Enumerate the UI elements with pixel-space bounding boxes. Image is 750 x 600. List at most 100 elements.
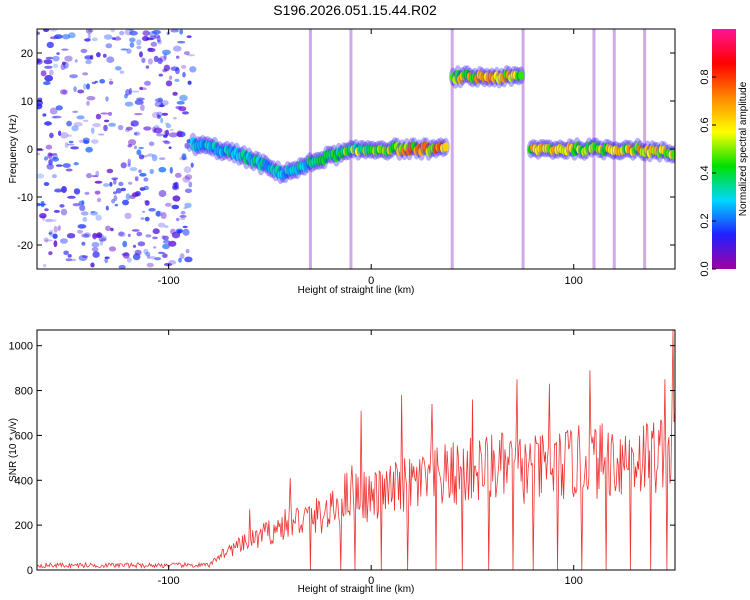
- noise-blob: [190, 162, 194, 168]
- heatmap-xtick-label: 0: [368, 275, 374, 287]
- vertical-streak: [308, 29, 312, 269]
- noise-blob: [180, 217, 186, 221]
- noise-blob: [173, 182, 178, 186]
- noise-blob: [73, 162, 79, 166]
- noise-blob: [90, 211, 98, 216]
- noise-blob: [164, 262, 172, 267]
- noise-blob: [48, 251, 53, 256]
- noise-blob: [43, 156, 49, 161]
- noise-blob: [48, 159, 53, 166]
- noise-blob: [143, 177, 149, 182]
- noise-blob: [128, 139, 137, 146]
- noise-blob: [52, 115, 62, 119]
- noise-blob: [72, 110, 79, 114]
- noise-blob: [156, 111, 163, 118]
- noise-blob: [140, 104, 145, 111]
- noise-blob: [104, 256, 110, 259]
- noise-blob: [74, 59, 78, 63]
- colorbar-tick-label: 0.6: [699, 117, 711, 132]
- noise-blob: [91, 175, 98, 178]
- noise-blob: [134, 99, 144, 105]
- noise-blob: [53, 209, 61, 213]
- noise-blob: [111, 198, 116, 204]
- noise-blob: [136, 149, 142, 156]
- noise-blob: [45, 218, 53, 223]
- noise-blob: [44, 75, 54, 82]
- noise-blob: [52, 233, 58, 239]
- noise-blob: [117, 231, 126, 238]
- noise-blob: [157, 114, 161, 119]
- noise-blob: [110, 29, 115, 33]
- noise-blob: [70, 146, 79, 150]
- noise-blob: [169, 166, 173, 174]
- noise-blob: [86, 96, 96, 101]
- noise-blob: [169, 75, 173, 80]
- noise-blob: [62, 61, 66, 65]
- noise-blob: [165, 129, 170, 137]
- noise-blob: [182, 228, 190, 236]
- noise-blob: [131, 90, 140, 93]
- noise-blob: [86, 83, 90, 90]
- noise-blob: [145, 234, 152, 238]
- noise-blob: [62, 163, 71, 168]
- noise-blob: [82, 72, 89, 76]
- noise-blob: [141, 57, 146, 63]
- noise-blob: [40, 70, 47, 77]
- heatmap-ytick-label: 10: [21, 96, 33, 108]
- noise-blob: [48, 232, 53, 235]
- noise-blob: [172, 195, 181, 202]
- noise-blob: [162, 253, 168, 258]
- noise-blob: [125, 126, 133, 131]
- noise-blob: [152, 228, 160, 235]
- noise-blob: [80, 48, 88, 54]
- noise-blob: [168, 132, 178, 138]
- colorbar-label: Normalized spectral amplitude: [738, 81, 749, 216]
- noise-blob: [172, 91, 178, 96]
- snr-ytick-label: 200: [15, 520, 33, 532]
- noise-blob: [59, 204, 65, 208]
- noise-blob: [128, 181, 133, 185]
- noise-blob: [137, 241, 146, 247]
- heatmap-marks: [37, 29, 675, 269]
- noise-blob: [52, 219, 57, 222]
- noise-blob: [115, 187, 122, 194]
- heatmap-ytick-label: -10: [17, 192, 33, 204]
- noise-blob: [104, 119, 110, 123]
- noise-blob: [179, 253, 185, 259]
- snr-ytick-label: 1000: [9, 341, 33, 353]
- noise-blob: [104, 257, 109, 264]
- noise-blob: [175, 67, 180, 75]
- snr-xtick-label: -100: [158, 575, 180, 587]
- noise-blob: [96, 52, 101, 58]
- noise-blob: [95, 113, 102, 120]
- noise-blob: [179, 215, 187, 218]
- noise-blob: [61, 186, 67, 193]
- noise-blob: [98, 133, 105, 136]
- noise-blob: [184, 142, 190, 149]
- noise-blob: [147, 47, 156, 53]
- noise-blob: [162, 243, 170, 250]
- noise-blob: [44, 239, 53, 242]
- noise-blob: [122, 252, 130, 259]
- noise-blob: [61, 48, 69, 51]
- noise-blob: [158, 73, 163, 77]
- noise-blob: [183, 166, 192, 174]
- snr-ytick-label: 600: [15, 430, 33, 442]
- noise-blob: [98, 237, 107, 242]
- noise-blob: [109, 78, 113, 81]
- noise-blob: [49, 132, 54, 139]
- noise-blob: [111, 177, 119, 180]
- noise-blob: [162, 239, 171, 244]
- noise-blob: [120, 187, 127, 192]
- noise-blob: [152, 126, 157, 133]
- noise-blob: [127, 233, 131, 237]
- noise-blob: [88, 29, 94, 33]
- vertical-streak: [521, 29, 525, 269]
- noise-blob: [186, 139, 191, 144]
- noise-blob: [129, 37, 136, 43]
- noise-blob: [67, 254, 72, 258]
- noise-blob: [81, 255, 89, 258]
- noise-blob: [154, 101, 164, 108]
- noise-blob: [148, 208, 156, 212]
- noise-blob: [154, 257, 162, 261]
